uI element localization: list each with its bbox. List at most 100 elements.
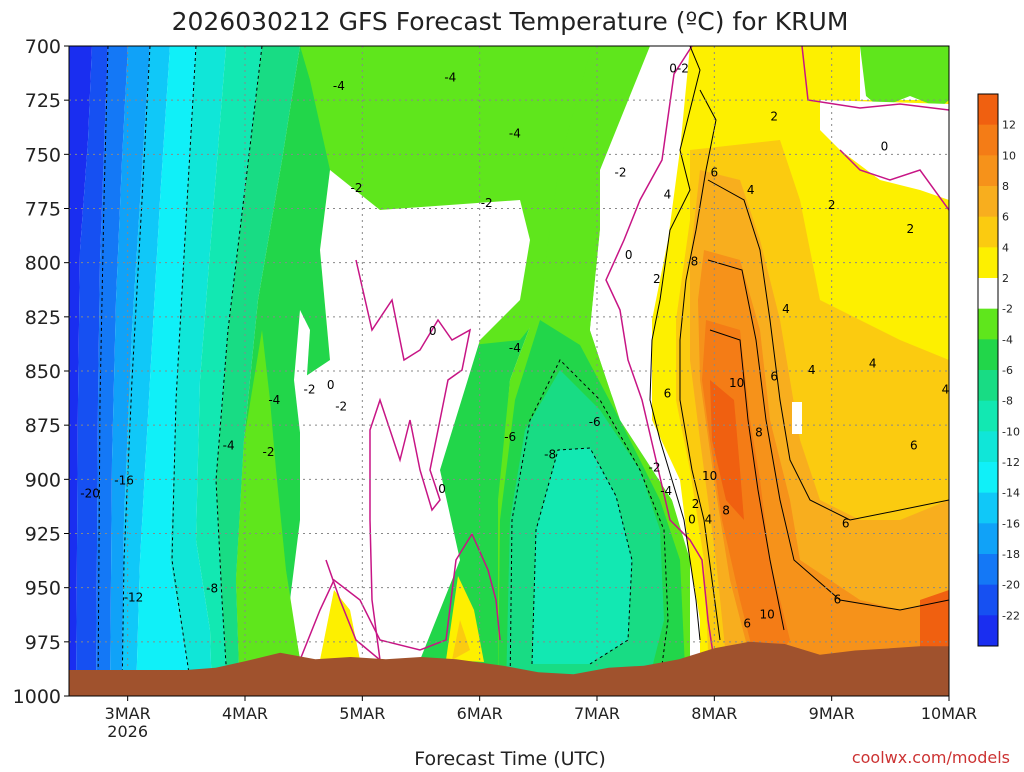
contour-cold-west-d (215, 46, 263, 696)
colorbar-label: 2 (1002, 272, 1009, 285)
colorbar-label: -16 (1002, 517, 1020, 530)
chart-title: 2026030212 GFS Forecast Temperature (ºC)… (172, 7, 849, 36)
y-tick-label: 775 (25, 199, 61, 221)
zero-isotherm-east (605, 46, 721, 691)
contour-label: 8 (755, 426, 763, 440)
colorbar-label: -12 (1002, 456, 1020, 469)
colorbar-frame (977, 93, 999, 647)
colorbar-swatch (978, 615, 998, 647)
x-tick-label: 9MAR (809, 704, 855, 723)
contour-label: -8 (206, 582, 218, 596)
contour-label: -2 (304, 382, 316, 396)
colorbar-label: -6 (1002, 364, 1013, 377)
band-minus-2-lower (236, 330, 310, 696)
zero-isotherm-west (325, 259, 472, 662)
contour-label: 0 (438, 482, 446, 496)
colorbar-label: 8 (1002, 180, 1009, 193)
band-0-lower-left (290, 170, 530, 660)
x-tick-sublabel: 2026 (107, 722, 148, 741)
y-tick-label: 925 (25, 524, 61, 546)
contour-label: -4 (509, 341, 521, 355)
contour-label: -2 (351, 181, 363, 195)
contour-label: 2 (770, 109, 778, 123)
colorbar-swatch (978, 523, 998, 555)
contour-warm-4 (679, 89, 721, 641)
band-minus-8 (196, 46, 262, 696)
contour-label: -4 (509, 127, 521, 141)
x-tick-label: 6MAR (457, 704, 503, 723)
colorbar-label: -4 (1002, 333, 1013, 346)
y-tick-label: 1000 (13, 686, 61, 708)
band-0-hole (792, 402, 802, 434)
y-tick-label: 950 (25, 578, 61, 600)
contour-label: 4 (869, 356, 877, 370)
zero-isotherm-north-2 (839, 149, 949, 211)
contour-label: -6 (589, 415, 601, 429)
contour-label: 4 (942, 382, 950, 396)
colorbar-swatch (978, 94, 998, 126)
y-tick-label: 900 (25, 469, 61, 491)
x-tick-label: 7MAR (574, 704, 620, 723)
band-plus-2-tongue-a (320, 590, 360, 660)
contour-label: 4 (705, 512, 713, 526)
contour-label: 10 (759, 608, 774, 622)
contour-label: -12 (124, 590, 144, 604)
contour-cold-west-a (97, 46, 109, 696)
colorbar-swatch (978, 155, 998, 187)
colorbar-swatch (978, 216, 998, 248)
terrain-surface (69, 641, 949, 696)
colorbar-label: -2 (1002, 303, 1013, 316)
band-plus-12 (710, 380, 744, 520)
x-tick-label: 3MAR (105, 704, 151, 723)
band-minus-8-east-2 (532, 448, 632, 664)
colorbar-swatch (978, 186, 998, 218)
x-tick-label: 8MAR (691, 704, 737, 723)
contour-label: -2 (481, 196, 493, 210)
colorbar-label: -18 (1002, 548, 1020, 561)
zero-isotherm-loop-a (299, 532, 501, 661)
contour-warm-8 (707, 259, 949, 611)
contour-cold-east-a (509, 359, 669, 691)
contour-label: 4 (782, 302, 790, 316)
contour-label: -2 (615, 166, 627, 180)
band-minus-2-topright (860, 46, 949, 108)
colorbar-label: -22 (1002, 609, 1020, 622)
colorbar-label: -8 (1002, 395, 1013, 408)
contour-warm-2 (649, 46, 701, 641)
colorbar-swatch (978, 462, 998, 494)
contour-label: 0-2 (669, 62, 689, 76)
contour-label: 2 (906, 222, 914, 236)
terrain (69, 641, 949, 696)
colorbar-label: 6 (1002, 211, 1009, 224)
band-plus-4-tongue-b (452, 620, 470, 660)
contour-labels: -20-16-12-8-4 -2-4-2-4-2-2000-4-2-4-4-6-8… (80, 62, 949, 631)
colorbar-label: -10 (1002, 425, 1020, 438)
contour-label: -2 (335, 400, 347, 414)
contour-label: 4 (664, 187, 672, 201)
contour-label: -4 (660, 484, 672, 498)
y-tick-label: 700 (25, 36, 61, 58)
colorbar-swatch (978, 278, 998, 310)
band-plus-2-tongue-b (446, 576, 484, 662)
colorbar-swatch (978, 339, 998, 371)
x-tick-label: 5MAR (339, 704, 385, 723)
contour-label: 6 (842, 517, 850, 531)
colorbar-swatch (978, 492, 998, 524)
contour-label: 6 (710, 166, 718, 180)
colorbar: 12 10 8 6 4 2 -2 -4 -6 -8 -10 -12 -14 -16 -18 -20 -22 (977, 93, 1020, 647)
colorbar-swatch (978, 370, 998, 402)
colorbar-swatch (978, 124, 998, 156)
contour-cold-west-c (171, 46, 197, 681)
contour-label: -16 (114, 473, 134, 487)
contour-label: 6 (834, 593, 842, 607)
colorbar-swatch (978, 308, 998, 340)
contour-label: -4 (268, 393, 280, 407)
contour-label: 0 (625, 248, 633, 262)
contour-label: 0 (881, 140, 889, 154)
y-tick-label: 750 (25, 144, 61, 166)
x-tick-label: 10MAR (921, 704, 977, 723)
contour-label: 10 (729, 376, 744, 390)
colorbar-label: 10 (1002, 149, 1016, 162)
